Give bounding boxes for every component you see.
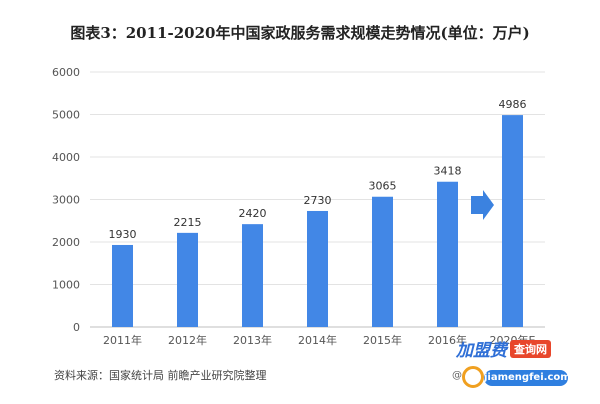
data-label: 2215 <box>174 216 202 229</box>
data-label: 4986 <box>499 98 527 111</box>
data-label: 3065 <box>369 180 397 193</box>
y-tick-label: 2000 <box>52 236 80 249</box>
x-tick-label: 2011年 <box>103 333 142 347</box>
x-tick-label: 2016年 <box>428 333 467 347</box>
y-axis-ticks: 0 1000 2000 3000 4000 5000 6000 <box>52 66 80 334</box>
x-tick-label: 2014年 <box>298 333 337 347</box>
y-tick-label: 4000 <box>52 151 80 164</box>
y-tick-label: 1000 <box>52 279 80 292</box>
x-tick-label: 2012年 <box>168 333 207 347</box>
x-tick-label: 2013年 <box>233 333 272 347</box>
data-labels: 1930 2215 2420 2730 3065 3418 4986 <box>109 98 527 241</box>
x-tick-label: 2015年 <box>363 333 402 347</box>
watermark-url: jiamengfei.com <box>484 370 571 386</box>
arrow-icon <box>471 190 494 220</box>
bars <box>112 115 523 327</box>
watermark-logo: 加盟费 查询网 <box>456 336 551 361</box>
watermark-badge: 查询网 <box>510 340 551 358</box>
data-label: 2730 <box>304 194 332 207</box>
chart-title: 图表3：2011-2020年中国家政服务需求规模走势情况(单位：万户) <box>70 24 530 42</box>
bar <box>112 244 133 327</box>
y-tick-label: 0 <box>73 321 80 334</box>
x-axis-ticks: 2011年2012年2013年2014年2015年2016年2020年E <box>103 333 536 347</box>
y-tick-label: 6000 <box>52 66 80 79</box>
data-label: 2420 <box>239 207 267 220</box>
y-tick-label: 3000 <box>52 194 80 207</box>
bar <box>242 224 263 327</box>
bar <box>307 210 328 327</box>
watermark-brand: 加盟费 <box>456 341 507 361</box>
watermark-at: @ <box>452 370 462 381</box>
y-tick-label: 5000 <box>52 109 80 122</box>
bar <box>502 115 523 327</box>
bar <box>437 181 458 327</box>
bar <box>372 196 393 327</box>
data-label: 3418 <box>434 165 462 178</box>
bar <box>177 232 198 327</box>
data-label: 1930 <box>109 228 137 241</box>
source-note: 资料来源：国家统计局 前瞻产业研究院整理 <box>54 369 267 382</box>
magnifier-icon <box>462 366 484 388</box>
